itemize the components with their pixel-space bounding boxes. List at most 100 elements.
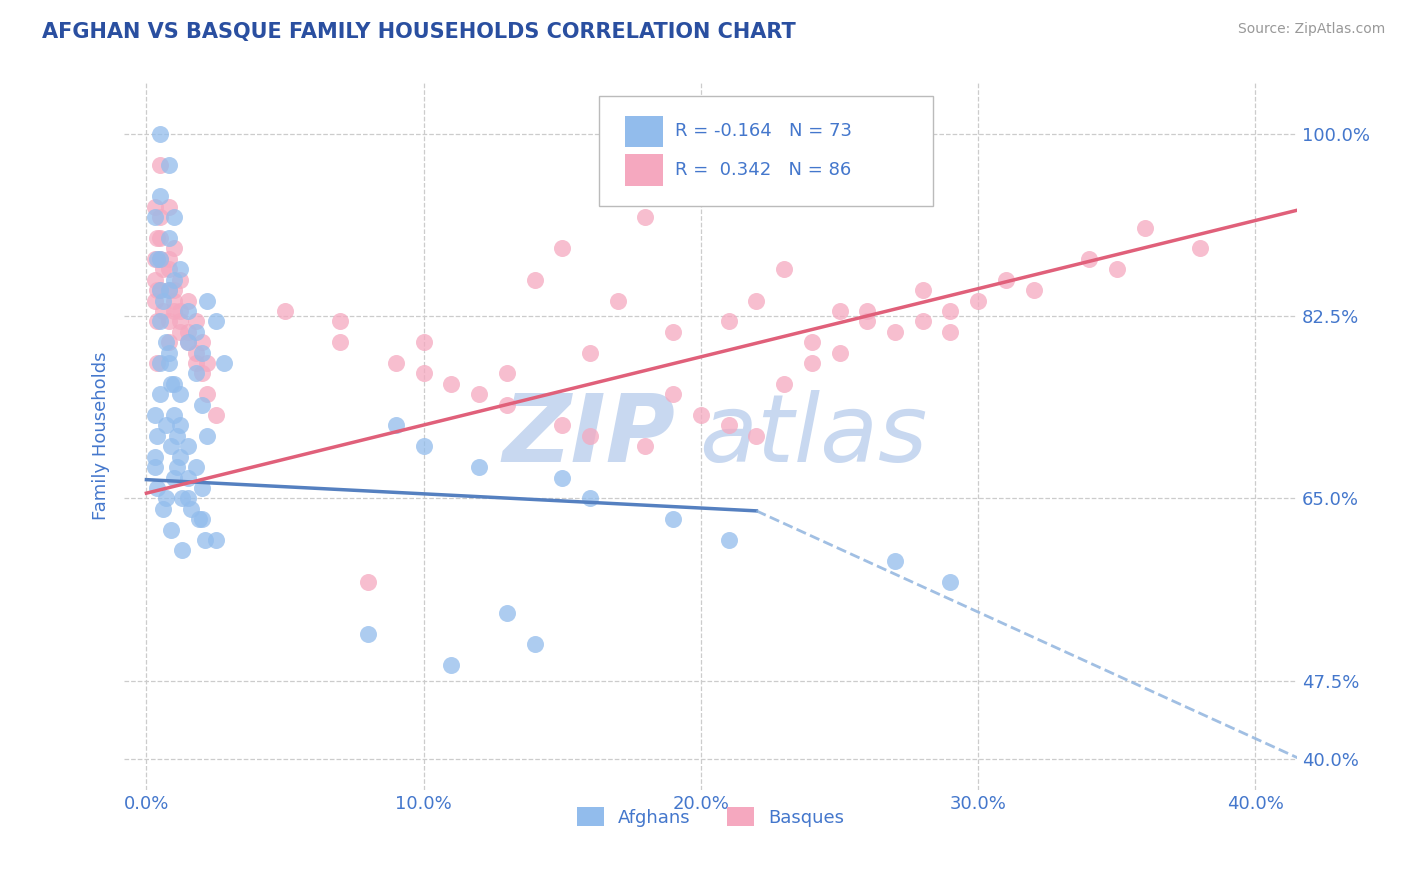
Point bbox=[177, 439, 200, 453]
Point bbox=[157, 158, 180, 172]
Point bbox=[800, 335, 823, 350]
Point bbox=[551, 242, 574, 256]
Point bbox=[169, 304, 191, 318]
Point bbox=[191, 345, 214, 359]
Text: R = -0.164   N = 73: R = -0.164 N = 73 bbox=[675, 122, 852, 140]
Bar bbox=[626, 116, 662, 147]
Point bbox=[157, 314, 180, 328]
Point bbox=[149, 356, 172, 370]
Point bbox=[169, 262, 191, 277]
Point bbox=[523, 273, 546, 287]
Point bbox=[186, 325, 208, 339]
Point bbox=[551, 418, 574, 433]
Point bbox=[523, 637, 546, 651]
Point bbox=[191, 367, 214, 381]
Point bbox=[157, 262, 180, 277]
Point bbox=[157, 345, 180, 359]
Point bbox=[440, 657, 463, 672]
Point bbox=[177, 470, 200, 484]
Point bbox=[177, 335, 200, 350]
Point bbox=[149, 211, 172, 225]
Point bbox=[1105, 262, 1128, 277]
Point bbox=[745, 429, 768, 443]
Point bbox=[186, 356, 208, 370]
Text: R =  0.342   N = 86: R = 0.342 N = 86 bbox=[675, 161, 852, 179]
Y-axis label: Family Households: Family Households bbox=[93, 351, 110, 520]
Point bbox=[172, 491, 194, 506]
Point bbox=[412, 439, 434, 453]
Point bbox=[146, 356, 169, 370]
Point bbox=[357, 626, 380, 640]
Point bbox=[146, 481, 169, 495]
Point bbox=[177, 304, 200, 318]
Point bbox=[385, 418, 408, 433]
Point bbox=[412, 367, 434, 381]
Point bbox=[828, 304, 851, 318]
Point bbox=[773, 376, 796, 391]
Point bbox=[146, 429, 169, 443]
Point bbox=[186, 345, 208, 359]
Point bbox=[329, 314, 352, 328]
Text: Source: ZipAtlas.com: Source: ZipAtlas.com bbox=[1237, 22, 1385, 37]
Point bbox=[274, 304, 297, 318]
Point bbox=[800, 356, 823, 370]
Point bbox=[197, 429, 219, 443]
Point bbox=[149, 387, 172, 401]
Point bbox=[856, 304, 879, 318]
Point bbox=[149, 283, 172, 297]
Point bbox=[212, 356, 235, 370]
Point bbox=[163, 376, 186, 391]
Point bbox=[149, 252, 172, 266]
Point bbox=[177, 325, 200, 339]
Point bbox=[357, 574, 380, 589]
Point bbox=[146, 252, 169, 266]
Point bbox=[717, 533, 740, 547]
FancyBboxPatch shape bbox=[599, 96, 934, 206]
Point bbox=[662, 387, 685, 401]
Point bbox=[1078, 252, 1101, 266]
Point bbox=[204, 314, 226, 328]
Point bbox=[160, 376, 183, 391]
Point bbox=[717, 314, 740, 328]
Point bbox=[204, 408, 226, 422]
Point bbox=[773, 262, 796, 277]
Point bbox=[495, 367, 517, 381]
Point bbox=[143, 460, 166, 475]
Point bbox=[495, 398, 517, 412]
Text: atlas: atlas bbox=[699, 391, 927, 482]
Point bbox=[163, 211, 186, 225]
Point bbox=[177, 335, 200, 350]
Point bbox=[163, 293, 186, 308]
Point bbox=[149, 127, 172, 141]
Point bbox=[884, 325, 907, 339]
Point bbox=[329, 335, 352, 350]
Point bbox=[149, 231, 172, 245]
Point bbox=[551, 470, 574, 484]
Point bbox=[579, 345, 602, 359]
Point bbox=[143, 252, 166, 266]
Point bbox=[143, 408, 166, 422]
Point bbox=[717, 418, 740, 433]
Point bbox=[169, 314, 191, 328]
Point bbox=[163, 283, 186, 297]
Point bbox=[152, 293, 174, 308]
Point bbox=[1133, 220, 1156, 235]
Point bbox=[662, 512, 685, 526]
Point bbox=[143, 293, 166, 308]
Point bbox=[186, 314, 208, 328]
Point bbox=[155, 491, 177, 506]
Point bbox=[197, 387, 219, 401]
Point bbox=[149, 189, 172, 203]
Point bbox=[163, 470, 186, 484]
Point bbox=[828, 345, 851, 359]
Point bbox=[191, 481, 214, 495]
Point bbox=[169, 387, 191, 401]
Point bbox=[856, 314, 879, 328]
Point bbox=[191, 512, 214, 526]
Point bbox=[186, 460, 208, 475]
Point bbox=[157, 335, 180, 350]
Point bbox=[194, 533, 217, 547]
Point bbox=[143, 211, 166, 225]
Point bbox=[745, 293, 768, 308]
Point bbox=[157, 283, 180, 297]
